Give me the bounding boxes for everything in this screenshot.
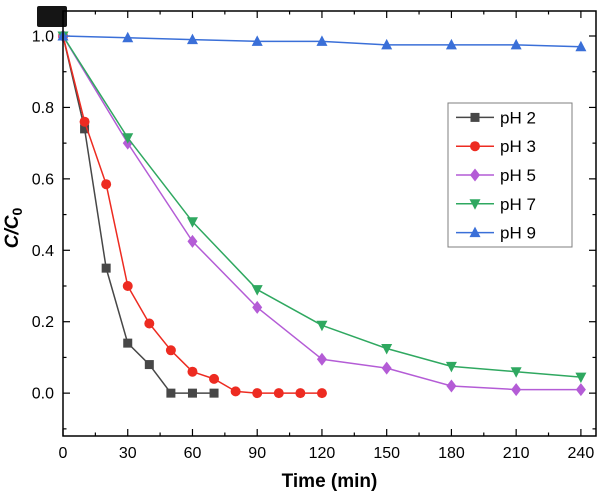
circle-marker — [165, 345, 176, 356]
triangle-down-marker — [122, 133, 134, 144]
x-tick-labels: 0 30 60 90 120 150 180 210 240 — [59, 445, 595, 462]
y-axis-label: C/C0 — [2, 208, 25, 249]
triangle-up-marker — [469, 226, 481, 238]
corner-mark — [37, 6, 67, 27]
square-marker — [187, 388, 197, 398]
diamond-marker — [446, 379, 457, 393]
circle-marker — [230, 386, 241, 397]
series-ph-2 — [58, 31, 219, 398]
triangle-down-marker — [469, 199, 481, 210]
legend-label: pH 5 — [500, 166, 536, 185]
triangle-up-marker — [186, 33, 198, 45]
tick-label: 0.6 — [32, 171, 54, 188]
triangle-down-marker — [510, 367, 522, 378]
tick-label: 150 — [373, 445, 400, 462]
legend-label: pH 2 — [500, 108, 536, 127]
legend-label: pH 9 — [500, 224, 536, 243]
tick-label: 0.0 — [32, 386, 54, 403]
diamond-marker — [252, 300, 263, 314]
x-axis-label: Time (min) — [282, 471, 378, 492]
tick-label: 120 — [309, 445, 336, 462]
tick-label: 0.2 — [32, 314, 54, 331]
tick-label: 90 — [248, 445, 266, 462]
diamond-marker — [316, 352, 327, 366]
circle-marker — [273, 388, 284, 399]
square-marker — [144, 360, 154, 370]
series-ph-7 — [57, 31, 587, 384]
triangle-down-marker — [186, 217, 198, 228]
circle-marker — [252, 388, 263, 399]
legend-label: pH 7 — [500, 195, 536, 214]
tick-label: 240 — [568, 445, 595, 462]
legend: pH 2 pH 3 pH 5 pH 7 pH 9 — [447, 102, 573, 248]
triangle-up-marker — [251, 35, 263, 46]
square-marker — [470, 112, 480, 122]
series-ph-3 — [58, 31, 327, 399]
tick-label: 1.0 — [32, 29, 54, 46]
series-ph-9 — [57, 30, 587, 52]
diamond-marker — [381, 361, 392, 375]
circle-marker — [209, 373, 220, 384]
triangle-up-marker — [381, 38, 393, 50]
circle-marker — [144, 318, 155, 329]
triangle-up-marker — [575, 40, 587, 52]
triangle-up-marker — [316, 35, 328, 46]
legend-label: pH 3 — [500, 137, 536, 156]
square-marker — [166, 388, 176, 398]
circle-marker — [316, 388, 327, 399]
diamond-marker — [511, 383, 522, 397]
triangle-down-marker — [381, 344, 393, 355]
circle-marker — [122, 281, 133, 291]
diamond-marker — [575, 383, 586, 397]
plot-frame — [62, 10, 597, 437]
tick-label: 0 — [59, 445, 68, 462]
square-marker — [123, 338, 133, 348]
triangle-up-marker — [122, 31, 134, 43]
triangle-down-marker — [445, 361, 457, 373]
legend-item-ph-3: pH 3 — [456, 137, 536, 156]
triangle-down-marker — [251, 285, 263, 296]
y-tick-labels: 0.0 0.2 0.4 0.6 0.8 1.0 — [32, 29, 54, 403]
triangle-up-marker — [510, 38, 522, 50]
triangle-down-marker — [316, 320, 328, 332]
circle-marker — [187, 366, 198, 377]
triangle-down-marker — [575, 372, 587, 384]
legend-item-ph-2: pH 2 — [456, 108, 536, 127]
tick-label: 30 — [119, 445, 137, 462]
circle-marker — [470, 141, 480, 152]
circle-marker — [101, 179, 112, 190]
tick-label: 60 — [184, 445, 202, 462]
legend-item-ph-9: pH 9 — [456, 224, 536, 243]
triangle-up-marker — [445, 38, 457, 50]
square-marker — [101, 263, 111, 273]
diamond-marker — [470, 168, 480, 182]
circle-marker — [295, 388, 306, 399]
circle-marker — [79, 116, 90, 127]
legend-item-ph-7: pH 7 — [456, 195, 536, 214]
tick-label: 0.8 — [32, 100, 54, 117]
square-marker — [209, 388, 219, 398]
diamond-marker — [187, 234, 198, 248]
tick-label: 180 — [438, 445, 465, 462]
legend-item-ph-5: pH 5 — [456, 166, 536, 185]
tick-label: 210 — [503, 445, 530, 462]
tick-label: 0.4 — [32, 243, 54, 260]
